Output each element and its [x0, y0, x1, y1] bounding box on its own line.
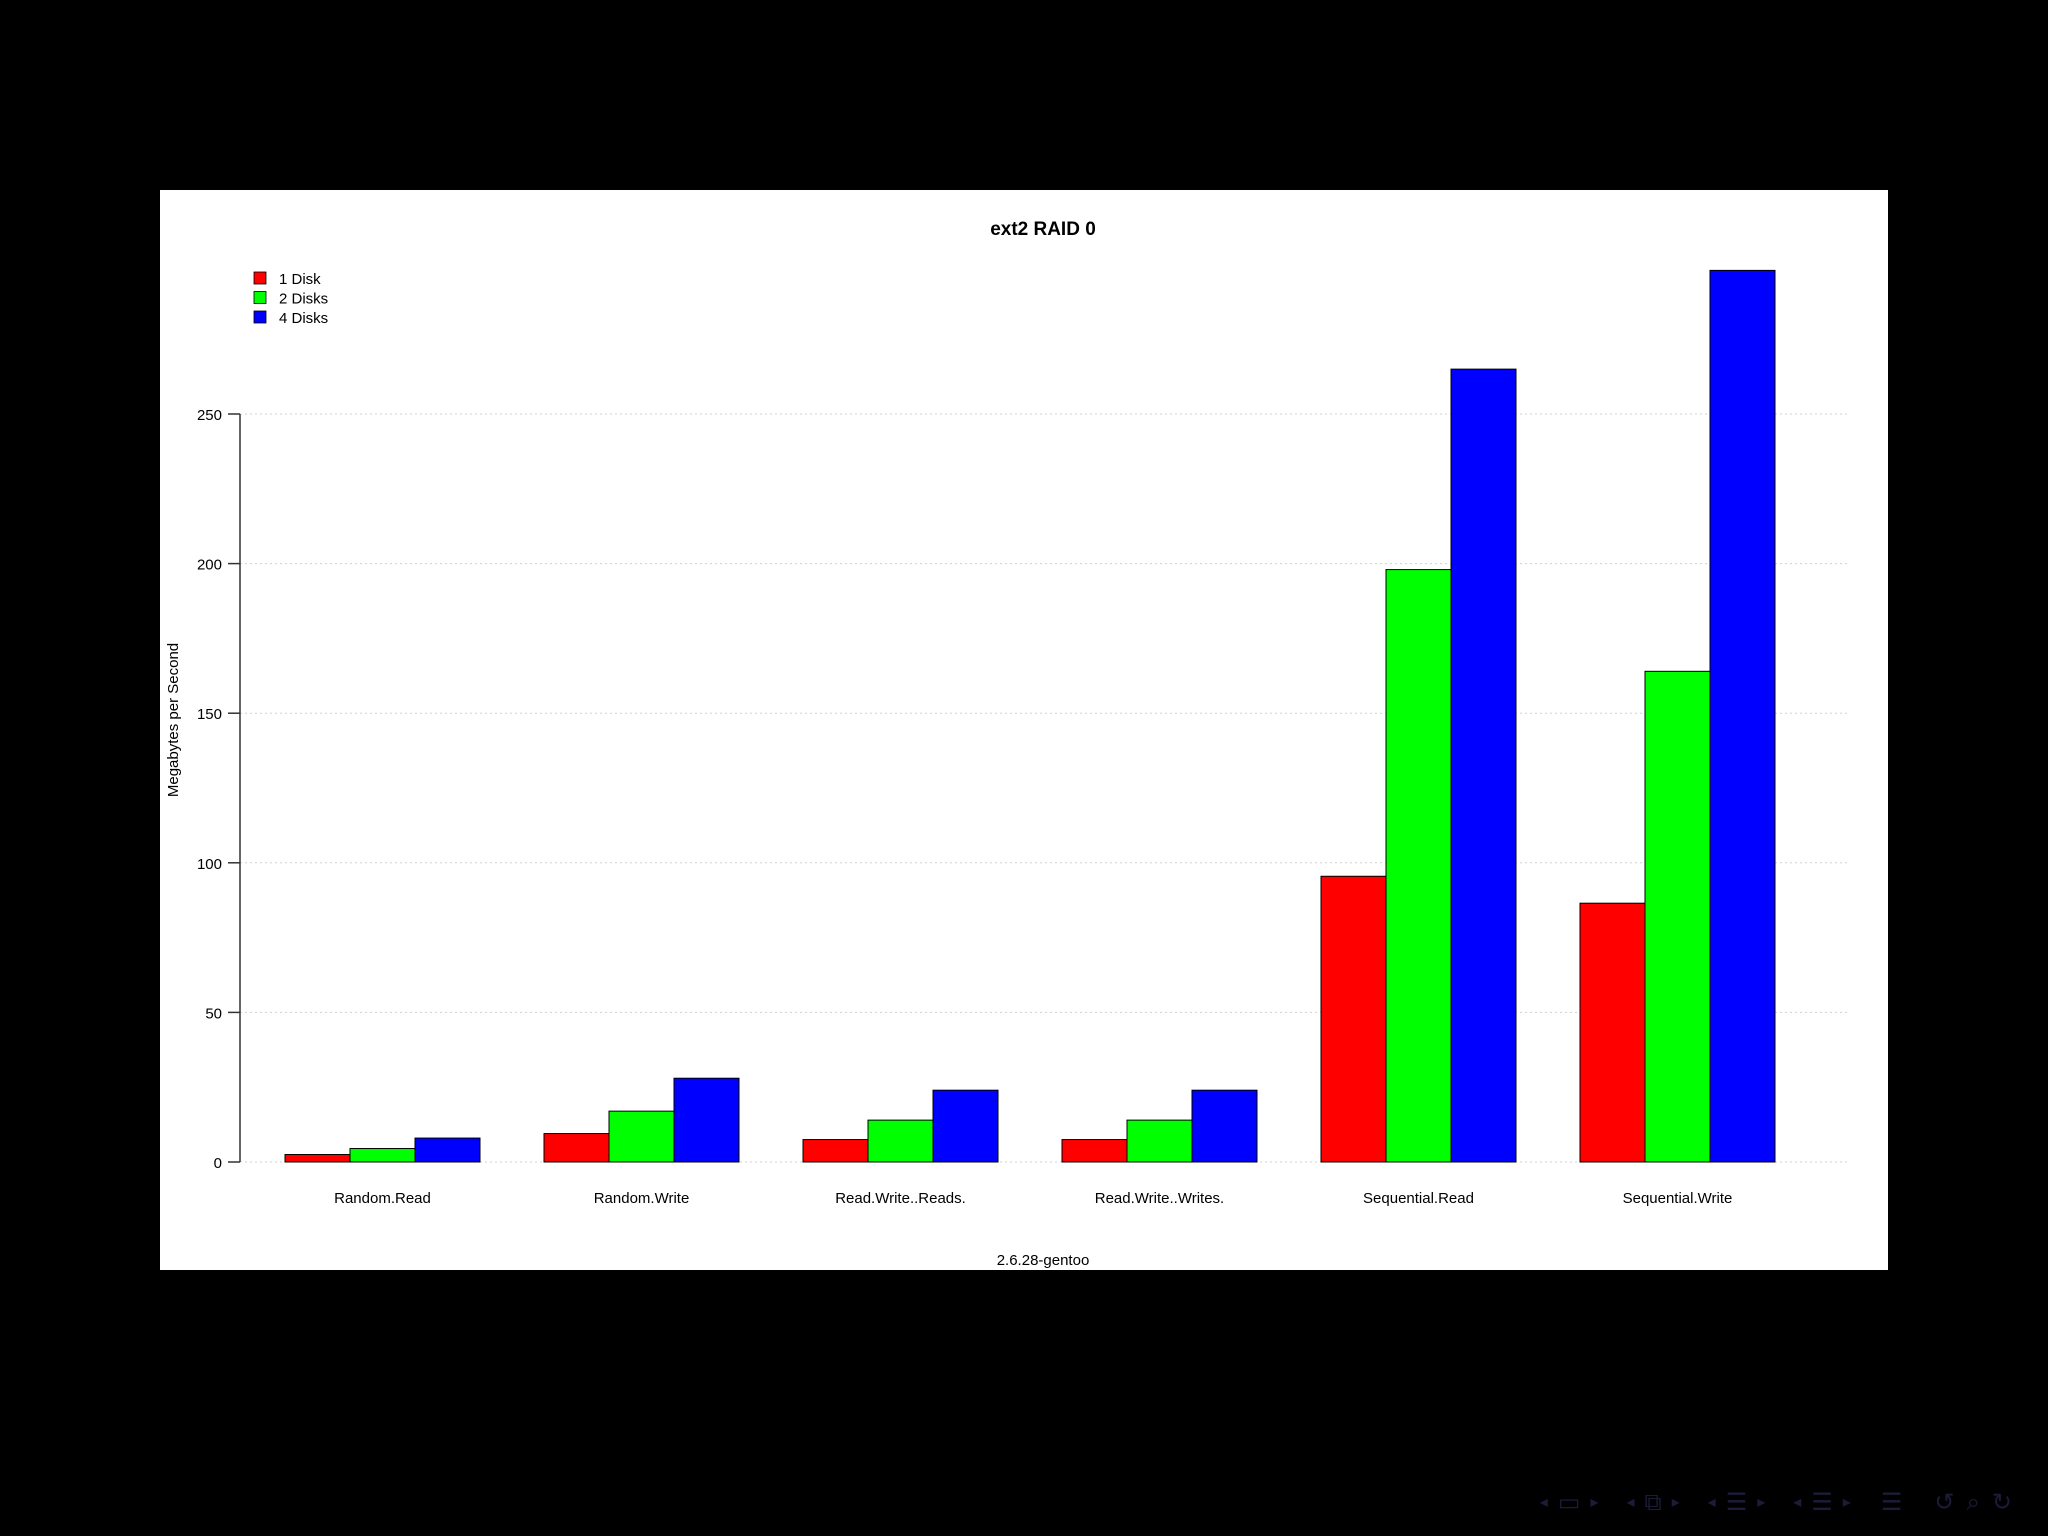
bar-2-disks — [349, 1148, 416, 1163]
doc-next-icon[interactable]: ▸ — [1842, 1492, 1851, 1511]
x-tick-label: Read.Write..Writes. — [1095, 1190, 1224, 1207]
x-tick-label: Random.Read — [334, 1190, 431, 1207]
legend-label: 1 Disk — [279, 271, 321, 288]
nav-group: ↺ ⌕ ↻ — [1928, 1490, 2018, 1514]
search-icon[interactable]: ⌕ — [1966, 1488, 1980, 1516]
bar-4-disks — [1450, 368, 1517, 1163]
frame-icon[interactable]: ▭ — [1557, 1488, 1581, 1516]
subsection-next-icon[interactable]: ▸ — [1671, 1492, 1680, 1511]
subsection-icon[interactable]: ⧉ — [1644, 1488, 1662, 1516]
appendix-icon[interactable]: ☰ — [1880, 1488, 1903, 1516]
bar-4-disks — [673, 1077, 740, 1163]
nav-group: ◂ ⧉ ▸ — [1622, 1490, 1683, 1514]
y-tick-label: 50 — [205, 1005, 222, 1022]
section-icon[interactable]: ☰ — [1725, 1488, 1748, 1516]
y-axis-label: Megabytes per Second — [165, 643, 182, 797]
back-icon[interactable]: ↺ — [1934, 1488, 1955, 1516]
y-axis: 0 50 100 150 200 250 — [197, 407, 241, 1172]
bar-1-disk — [802, 1139, 869, 1163]
bar-2-disks — [1385, 569, 1452, 1163]
x-axis-label: 2.6.28-gentoo — [997, 1252, 1090, 1269]
x-tick-label: Sequential.Read — [1363, 1190, 1474, 1207]
bars — [284, 269, 1776, 1163]
section-next-icon[interactable]: ▸ — [1757, 1492, 1766, 1511]
doc-icon[interactable]: ☰ — [1811, 1488, 1833, 1516]
bar-1-disk — [543, 1133, 610, 1163]
bar-2-disks — [1126, 1119, 1193, 1163]
bar-4-disks — [414, 1137, 481, 1163]
legend-swatch — [253, 310, 267, 324]
bar-4-disks — [932, 1089, 999, 1163]
frame-next-icon[interactable]: ▸ — [1590, 1492, 1599, 1511]
nav-group: ☰ — [1875, 1490, 1909, 1514]
x-tick-labels: Random.Read Random.Write Read.Write..Reads… — [334, 1190, 1732, 1207]
section-prev-icon[interactable]: ◂ — [1707, 1492, 1716, 1511]
x-tick-label: Random.Write — [594, 1190, 690, 1207]
beamer-navigation-bar: ◂ ▭ ▸ ◂ ⧉ ▸ ◂ ☰ ▸ ◂ ☰ ▸ ☰ ↺ ⌕ ↻ — [1526, 1484, 2028, 1520]
bar-4-disks — [1191, 1089, 1258, 1163]
y-tick-label: 0 — [214, 1155, 222, 1172]
nav-group: ◂ ▭ ▸ — [1536, 1490, 1603, 1514]
frame-prev-icon[interactable]: ◂ — [1539, 1492, 1548, 1511]
legend-swatch — [253, 271, 267, 285]
legend-label: 2 Disks — [279, 291, 328, 308]
slide-frame: 0 50 100 150 200 250 Random.Read Random.Write R… — [160, 190, 1888, 1270]
legend-label: 4 Disks — [279, 310, 328, 327]
bar-2-disks — [1644, 670, 1711, 1163]
bar-2-disks — [867, 1119, 934, 1163]
bar-1-disk — [284, 1154, 351, 1163]
y-tick-label: 150 — [197, 706, 222, 723]
bar-1-disk — [1579, 902, 1646, 1163]
forward-icon[interactable]: ↻ — [1991, 1488, 2012, 1516]
y-tick-label: 200 — [197, 557, 222, 574]
bar-1-disk — [1320, 875, 1387, 1163]
subsection-prev-icon[interactable]: ◂ — [1626, 1492, 1635, 1511]
bar-4-disks — [1709, 269, 1776, 1163]
x-tick-label: Read.Write..Reads. — [835, 1190, 966, 1207]
y-tick-label: 250 — [197, 407, 222, 424]
bar-2-disks — [608, 1110, 675, 1163]
x-tick-label: Sequential.Write — [1623, 1190, 1733, 1207]
chart-title: ext2 RAID 0 — [990, 219, 1096, 240]
nav-group: ◂ ☰ ▸ — [1704, 1490, 1770, 1514]
y-tick-label: 100 — [197, 856, 222, 873]
legend: 1 Disk 2 Disks 4 Disks — [253, 271, 328, 327]
doc-prev-icon[interactable]: ◂ — [1793, 1492, 1802, 1511]
bar-1-disk — [1061, 1139, 1128, 1163]
legend-swatch — [253, 291, 267, 304]
nav-group: ◂ ☰ ▸ — [1789, 1490, 1855, 1514]
